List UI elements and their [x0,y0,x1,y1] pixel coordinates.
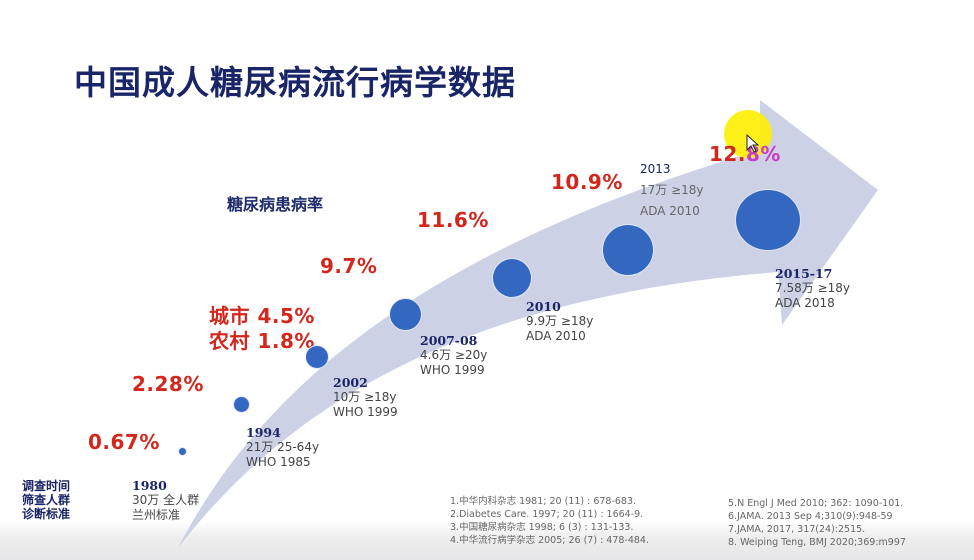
info-sample: 9.9万 ≥18y [526,314,594,328]
info-2010: 2010 9.9万 ≥18y ADA 2010 [526,299,593,344]
references-right: 5.N Engl J Med 2010; 362: 1090-101. 6.JA… [728,497,906,549]
pct-label-2007: 9.7% [320,254,378,278]
reference-item: 3.中国糖尿病杂志 1998; 6 (3) : 131-133. [450,522,634,533]
data-point-2002 [306,346,328,368]
data-point-1980 [179,448,186,455]
info-sample: 30万 全人群 [132,493,200,507]
data-point-1994 [234,397,249,412]
info-criteria: 兰州标准 [132,508,181,522]
info-2015: 2015-17 7.58万 ≥18y ADA 2018 [775,266,850,311]
data-point-2007 [390,299,421,330]
reference-item: 6.JAMA. 2013 Sep 4;310(9):948-59 [728,511,893,522]
references-left: 1.中华内科杂志 1981; 20 (11) : 678-683. 2.Diab… [450,495,649,547]
cursor-highlight [724,110,772,158]
pct-label-2002-rural: 农村 1.8% [209,329,315,353]
info-criteria: ADA 2010 [640,204,700,218]
data-point-2010 [493,259,531,297]
reference-item: 4.中华流行病学杂志 2005; 26 (7) : 478-484. [450,535,649,546]
reference-item: 1.中华内科杂志 1981; 20 (11) : 678-683. [450,496,637,507]
info-1994: 1994 21万 25-64y WHO 1985 [246,425,319,470]
label-population: 筛查人群 [22,493,71,507]
info-criteria: WHO 1999 [420,363,485,377]
pct-label-1994: 2.28% [132,372,204,396]
pct-part-a: 12. [709,142,746,166]
info-criteria: ADA 2010 [526,329,586,343]
pct-label-2013: 10.9% [551,170,623,194]
info-2013: 2013 17万 ≥18y ADA 2010 [640,159,704,222]
info-2007: 2007-08 4.6万 ≥20y WHO 1999 [420,333,487,378]
reference-item: 5.N Engl J Med 2010; 362: 1090-101. [728,498,904,509]
label-survey-time: 调查时间 [22,479,71,493]
info-criteria: WHO 1999 [333,405,398,419]
reference-item: 8. Weiping Teng, BMJ 2020;369:m997 [728,537,906,548]
info-criteria: ADA 2018 [775,296,835,310]
info-criteria: WHO 1985 [246,455,311,469]
info-year: 2002 [333,375,368,390]
info-sample: 7.58万 ≥18y [775,281,850,295]
info-1980: 1980 30万 全人群 兰州标准 [132,478,199,523]
data-point-2015 [736,190,800,250]
info-year: 2015-17 [775,266,833,281]
info-year: 1980 [132,478,167,493]
chart-subtitle: 糖尿病患病率 [227,195,324,214]
row-labels: 调查时间 筛查人群 诊断标准 [22,479,70,521]
pct-label-2002-urban: 城市 4.5% [209,304,315,328]
info-2002: 2002 10万 ≥18y WHO 1999 [333,375,398,420]
pct-label-1980: 0.67% [88,430,160,454]
info-sample: 17万 ≥18y [640,183,704,197]
data-point-2013 [603,225,653,275]
info-year: 1994 [246,425,281,440]
slide-title: 中国成人糖尿病流行病学数据 [74,63,516,102]
info-sample: 4.6万 ≥20y [420,348,488,362]
info-year: 2007-08 [420,333,478,348]
info-sample: 21万 25-64y [246,440,320,454]
reference-item: 7.JAMA, 2017, 317(24):2515. [728,524,866,535]
info-sample: 10万 ≥18y [333,390,397,404]
mouse-cursor-icon [746,134,760,153]
info-year: 2013 [640,162,671,176]
pct-label-2010: 11.6% [417,208,489,232]
info-year: 2010 [526,299,561,314]
label-criteria: 诊断标准 [22,507,71,521]
reference-item: 2.Diabetes Care. 1997; 20 (11) : 1664-9. [450,509,644,520]
pct-label-2015: 12.8% [709,142,781,166]
